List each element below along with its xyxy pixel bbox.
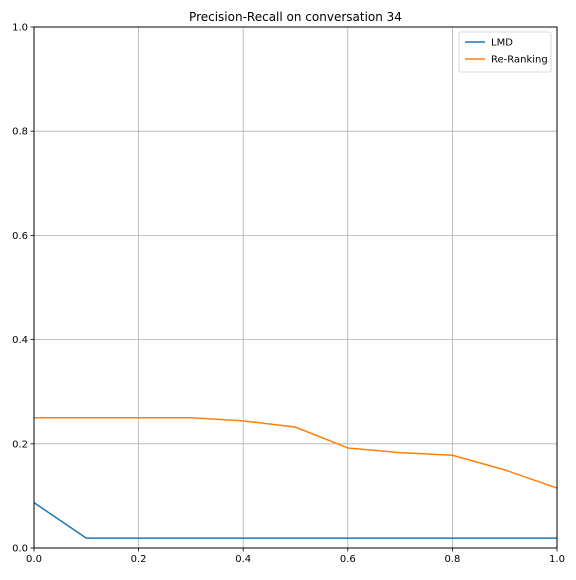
y-tick-label-3: 0.6 bbox=[12, 231, 28, 242]
x-tick-label-5: 1.0 bbox=[549, 554, 565, 565]
x-tick-label-4: 0.8 bbox=[444, 554, 460, 565]
legend-label-lmd: LMD bbox=[491, 38, 513, 49]
x-tick-label-2: 0.4 bbox=[235, 554, 251, 565]
x-tick-label-1: 0.2 bbox=[131, 554, 147, 565]
series-line-lmd bbox=[33, 502, 557, 539]
x-tick-label-3: 0.6 bbox=[340, 554, 356, 565]
y-tick-label-5: 1.0 bbox=[12, 23, 28, 34]
y-tick-label-4: 0.8 bbox=[12, 127, 28, 138]
chart-title: Precision-Recall on conversation 34 bbox=[189, 10, 402, 24]
y-tick-label-2: 0.4 bbox=[12, 335, 28, 346]
legend: LMD Re-Ranking bbox=[458, 31, 552, 73]
series-lines bbox=[33, 417, 558, 539]
plot-frame bbox=[33, 26, 558, 549]
y-tick-label-1: 0.2 bbox=[12, 439, 28, 450]
series-line-re-ranking bbox=[34, 417, 558, 489]
y-tick-label-0: 0.0 bbox=[12, 544, 28, 555]
axis-ticks: 0.0 0.2 0.4 0.6 0.8 1.0 0.0 0.2 0.4 0.6 0.8 1.0 bbox=[12, 23, 565, 566]
x-tick-label-0: 0.0 bbox=[26, 554, 42, 565]
legend-label-re-ranking: Re-Ranking bbox=[491, 55, 548, 66]
